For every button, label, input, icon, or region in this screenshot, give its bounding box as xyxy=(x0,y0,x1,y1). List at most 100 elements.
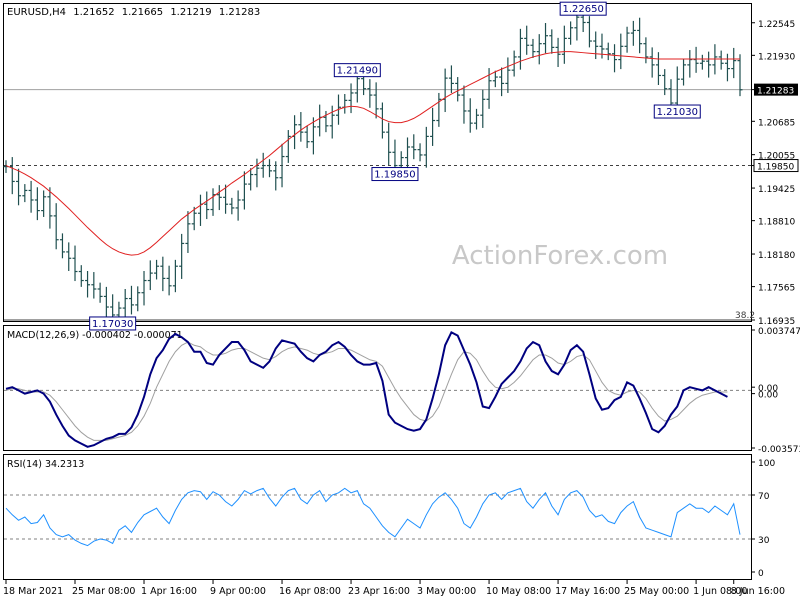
price-bar xyxy=(448,65,454,93)
price-bar xyxy=(273,161,279,191)
price-bar xyxy=(386,122,392,166)
price-bar xyxy=(298,112,304,142)
macd-line xyxy=(5,331,728,448)
price-bar xyxy=(637,17,643,54)
rsi-panel xyxy=(3,454,752,580)
price-bar xyxy=(216,185,222,211)
price-bar xyxy=(655,52,661,86)
rsi-tick-label: 100 xyxy=(758,459,775,469)
price-bar xyxy=(373,82,379,119)
price-bar xyxy=(530,38,536,58)
chart-header: EURUSD,H4 1.21652 1.21665 1.21219 1.2128… xyxy=(7,7,260,18)
annotation-box xyxy=(333,63,381,78)
price-bar xyxy=(681,58,687,86)
axis-layer: 1.225451.219301.212831.206851.200551.198… xyxy=(3,20,800,597)
price-bar xyxy=(687,50,693,78)
price-bar xyxy=(141,270,147,306)
price-bar xyxy=(179,233,185,279)
rsi-tick-label: 0 xyxy=(758,569,764,579)
price-bar xyxy=(285,130,291,163)
annotation-label: 1.21490 xyxy=(337,66,378,77)
price-tick-label: 1.18810 xyxy=(758,218,795,228)
price-bar xyxy=(241,171,247,210)
price-bar xyxy=(586,16,592,48)
macd-tick-label: 0.00 xyxy=(758,384,778,394)
price-bar xyxy=(59,233,65,259)
price-bar xyxy=(417,143,423,162)
price-bar xyxy=(612,44,618,73)
price-bar xyxy=(279,143,285,188)
watermark: ActionForex.com xyxy=(452,241,668,271)
price-tick-label: 1.22545 xyxy=(758,20,795,30)
price-bar xyxy=(367,79,373,108)
price-tick-label: 1.18180 xyxy=(758,251,795,261)
macd-signal-line xyxy=(5,341,728,441)
price-bar xyxy=(411,134,417,160)
price-bar xyxy=(706,51,712,78)
price-bar xyxy=(166,265,172,296)
price-bar xyxy=(78,265,84,287)
macd-layer xyxy=(4,331,751,448)
x-tick-label: 1 Jun 08:00 xyxy=(693,586,747,597)
price-bar xyxy=(693,46,699,73)
price-bar xyxy=(724,53,730,82)
price-bar xyxy=(461,85,467,124)
price-bar xyxy=(436,92,442,127)
header-high: 1.21665 xyxy=(122,7,163,18)
price-bar xyxy=(160,256,166,292)
price-bar xyxy=(505,57,511,93)
rsi-layer xyxy=(4,487,751,547)
x-tick-label: 25 Mar 08:00 xyxy=(72,586,135,597)
rsi-line xyxy=(5,487,741,547)
price-bar xyxy=(618,33,624,70)
price-bar xyxy=(699,54,705,70)
rsi-tick-label: 70 xyxy=(758,492,770,502)
price-bar xyxy=(97,282,103,303)
price-tick-label: 1.21930 xyxy=(758,52,795,62)
macd-panel xyxy=(3,325,752,451)
price-tick-label: 1.20685 xyxy=(758,118,795,128)
price-bar xyxy=(480,89,486,128)
price-bar xyxy=(310,117,316,155)
price-layer: 1.17030 1.21490 1.19850 1.22650 1.21030 xyxy=(3,1,751,331)
price-bar xyxy=(229,197,235,215)
annotation-box xyxy=(653,104,701,119)
price-bar xyxy=(649,47,655,78)
header-low: 1.21219 xyxy=(170,7,211,18)
price-bar xyxy=(47,187,53,229)
fib-label: 38.2 xyxy=(735,311,755,321)
price-bar xyxy=(204,191,210,220)
price-bar xyxy=(624,26,630,53)
x-tick-label: 16 Apr 08:00 xyxy=(279,586,341,597)
price-bar xyxy=(405,137,411,171)
price-bar xyxy=(561,25,567,64)
annotation-box xyxy=(371,167,419,182)
price-bar xyxy=(172,259,178,293)
price-bar xyxy=(593,31,599,60)
x-tick-label: 9 Apr 00:00 xyxy=(210,586,266,597)
price-bar xyxy=(536,34,542,65)
annotation-label: 1.22650 xyxy=(562,4,603,15)
price-bar xyxy=(128,285,134,315)
macd-tick-label: -0.003573 xyxy=(758,445,800,455)
x-tick-label: 18 Mar 2021 xyxy=(3,586,63,597)
price-bar xyxy=(235,190,241,221)
x-tick-label: 1 Apr 16:00 xyxy=(141,586,197,597)
price-tick-label: 1.21283 xyxy=(757,87,794,97)
price-bar xyxy=(524,25,530,55)
price-bar xyxy=(85,270,91,298)
price-bar xyxy=(154,259,160,280)
price-bar xyxy=(72,245,78,282)
x-tick-label: 10 May 08:00 xyxy=(486,586,551,597)
price-bar xyxy=(543,23,549,54)
macd-title: MACD(12,26,9) -0.000402 -0.000071 xyxy=(7,330,183,341)
price-tick-label: 1.19425 xyxy=(758,185,795,195)
price-bar xyxy=(517,28,523,70)
price-bar xyxy=(467,98,473,133)
header-open: 1.21652 xyxy=(73,7,114,18)
price-bar xyxy=(28,180,34,213)
price-bar xyxy=(455,77,461,102)
price-bar xyxy=(304,125,310,149)
moving-average-line xyxy=(5,51,740,256)
